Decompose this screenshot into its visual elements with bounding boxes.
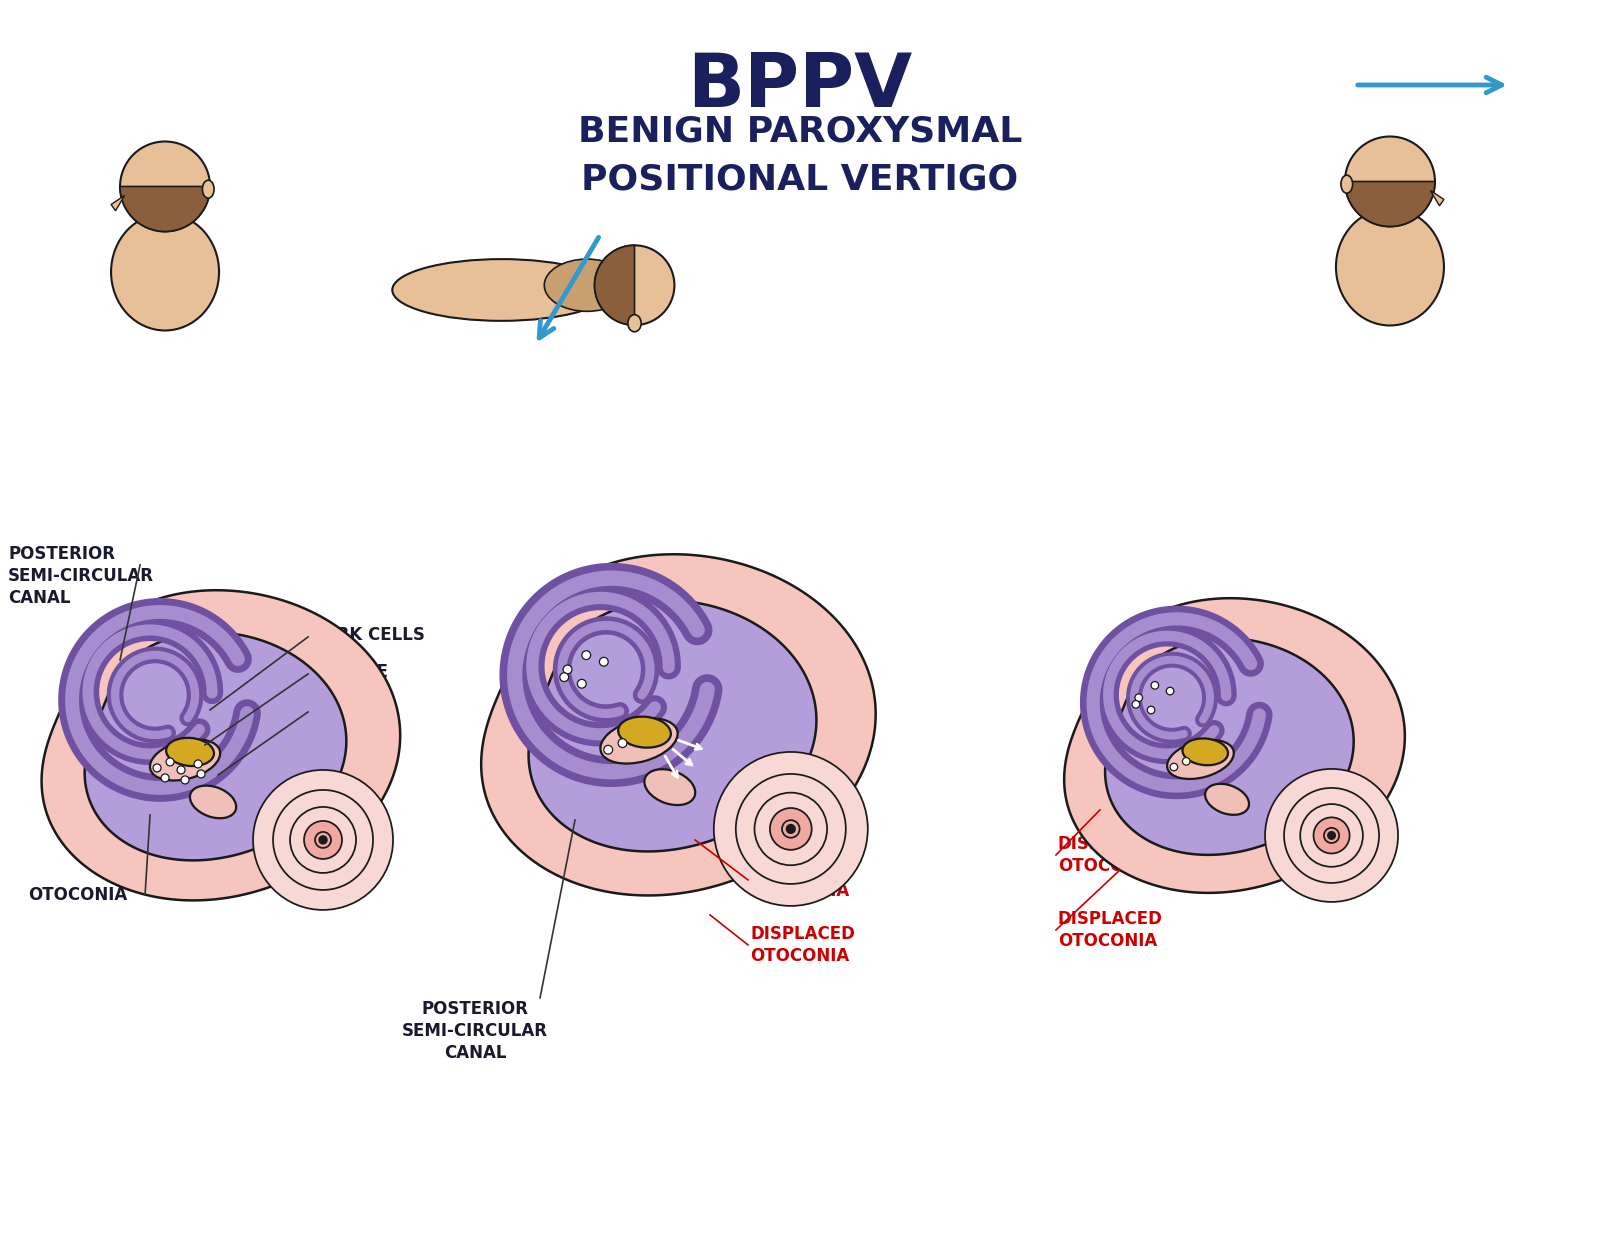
Circle shape xyxy=(755,792,827,866)
Circle shape xyxy=(1133,700,1139,708)
Circle shape xyxy=(787,825,795,833)
Ellipse shape xyxy=(627,314,642,332)
Circle shape xyxy=(582,651,590,660)
Circle shape xyxy=(595,246,675,325)
Circle shape xyxy=(166,758,174,766)
Circle shape xyxy=(304,821,342,859)
Ellipse shape xyxy=(392,260,611,320)
Circle shape xyxy=(181,776,189,784)
Circle shape xyxy=(1314,817,1350,853)
Circle shape xyxy=(600,657,608,666)
Text: BENIGN PAROXYSMAL
POSITIONAL VERTIGO: BENIGN PAROXYSMAL POSITIONAL VERTIGO xyxy=(578,116,1022,196)
Ellipse shape xyxy=(1336,209,1443,325)
Text: POSTERIOR
SEMI-CIRCULAR
CANAL: POSTERIOR SEMI-CIRCULAR CANAL xyxy=(8,545,154,607)
Circle shape xyxy=(603,745,613,754)
Text: UTRICLE: UTRICLE xyxy=(310,663,389,681)
Circle shape xyxy=(120,142,210,231)
Circle shape xyxy=(1346,137,1435,226)
Wedge shape xyxy=(120,186,210,231)
Text: dreamstime.com: dreamstime.com xyxy=(32,1202,184,1220)
Circle shape xyxy=(274,790,373,891)
Circle shape xyxy=(162,774,170,782)
Ellipse shape xyxy=(645,769,696,805)
Text: DISPLACED
OTOCONIA: DISPLACED OTOCONIA xyxy=(1058,835,1163,876)
Circle shape xyxy=(1301,804,1363,867)
Circle shape xyxy=(315,832,331,848)
Ellipse shape xyxy=(1166,740,1234,779)
Polygon shape xyxy=(1106,638,1354,854)
Ellipse shape xyxy=(544,260,630,312)
Polygon shape xyxy=(110,195,125,211)
Ellipse shape xyxy=(150,739,221,780)
Circle shape xyxy=(178,766,186,774)
Polygon shape xyxy=(528,600,816,852)
Wedge shape xyxy=(1346,181,1435,226)
Text: DISPLACED
OTOCONIA: DISPLACED OTOCONIA xyxy=(1058,910,1163,950)
Circle shape xyxy=(618,739,627,748)
Circle shape xyxy=(1323,828,1339,843)
Circle shape xyxy=(1150,682,1158,689)
Ellipse shape xyxy=(190,786,237,818)
Ellipse shape xyxy=(110,214,219,330)
Text: DARK CELLS: DARK CELLS xyxy=(310,626,426,643)
Circle shape xyxy=(563,664,571,674)
Circle shape xyxy=(1134,694,1142,702)
Circle shape xyxy=(318,836,326,843)
Circle shape xyxy=(1182,758,1190,765)
Circle shape xyxy=(782,820,800,838)
Circle shape xyxy=(770,809,811,850)
Polygon shape xyxy=(1378,204,1403,226)
Text: DISPLACED
OTOCONIA: DISPLACED OTOCONIA xyxy=(750,925,854,965)
Circle shape xyxy=(560,673,568,682)
Circle shape xyxy=(290,807,357,873)
Circle shape xyxy=(194,760,202,768)
Ellipse shape xyxy=(1341,175,1352,194)
Circle shape xyxy=(578,679,586,688)
Text: ID 271484748 © Dreamstime.com: ID 271484748 © Dreamstime.com xyxy=(1256,1202,1568,1220)
Circle shape xyxy=(253,770,394,910)
Circle shape xyxy=(154,764,162,773)
Circle shape xyxy=(1166,687,1174,694)
Ellipse shape xyxy=(166,738,214,766)
Ellipse shape xyxy=(618,717,670,748)
Text: BPPV: BPPV xyxy=(688,50,912,123)
Circle shape xyxy=(1285,787,1379,883)
Circle shape xyxy=(736,774,846,884)
Circle shape xyxy=(714,751,867,905)
Polygon shape xyxy=(152,209,178,231)
Text: POSTERIOR
SEMI-CIRCULAR
CANAL: POSTERIOR SEMI-CIRCULAR CANAL xyxy=(402,1000,549,1062)
Circle shape xyxy=(1170,764,1178,771)
Text: OTOCONIA: OTOCONIA xyxy=(29,886,128,904)
Circle shape xyxy=(1266,769,1398,902)
Polygon shape xyxy=(85,632,346,861)
Circle shape xyxy=(197,770,205,777)
Ellipse shape xyxy=(600,718,678,764)
Ellipse shape xyxy=(203,180,214,199)
Polygon shape xyxy=(482,554,875,895)
Ellipse shape xyxy=(1182,739,1227,765)
Polygon shape xyxy=(1064,599,1405,893)
Polygon shape xyxy=(1430,190,1443,206)
Text: SACCULE: SACCULE xyxy=(310,700,395,719)
Text: DISPLACED
OTOCONIA: DISPLACED OTOCONIA xyxy=(750,859,854,900)
Circle shape xyxy=(1328,832,1336,840)
Wedge shape xyxy=(595,246,635,325)
Ellipse shape xyxy=(1205,784,1250,815)
Polygon shape xyxy=(42,590,400,900)
Circle shape xyxy=(1147,707,1155,714)
